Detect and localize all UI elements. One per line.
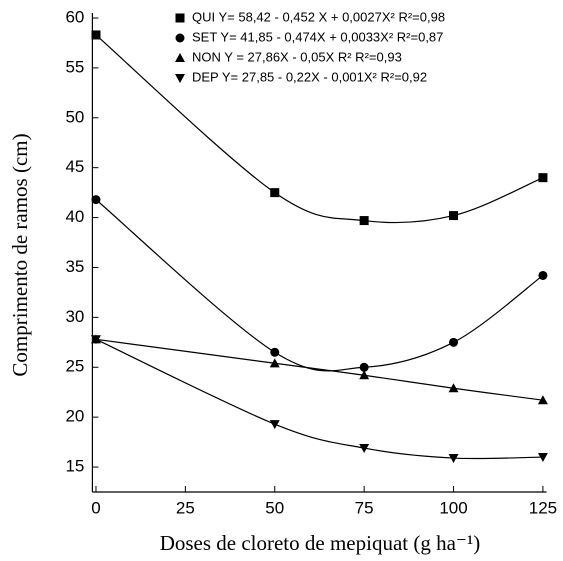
marker [270,347,280,357]
fit-curve [95,34,544,224]
y-tick-label: 50 [65,107,84,126]
legend-label: SET Y= 41,85 - 0,474X + 0,0033X² R²=0,87 [192,29,443,44]
x-tick-label: 75 [355,498,374,517]
marker [359,216,369,226]
marker [538,173,548,183]
fit-curve [95,338,543,460]
y-tick-label: 40 [65,207,84,226]
marker [359,444,370,454]
legend-label: NON Y = 27,86X - 0,05X R² R²=0,93 [192,49,402,64]
x-axis-label: Doses de cloreto de mepiquat (g ha⁻¹) [160,531,481,555]
x-tick-label: 100 [439,498,467,517]
marker [359,362,369,372]
x-tick-label: 50 [265,498,284,517]
fit-curve [95,338,544,401]
marker [270,188,280,198]
y-tick-label: 45 [65,157,84,176]
marker [537,453,548,463]
y-tick-label: 20 [65,407,84,426]
y-tick-label: 30 [65,307,84,326]
y-tick-label: 55 [65,57,84,76]
marker [175,33,185,43]
y-tick-label: 60 [65,7,84,26]
marker [537,395,548,405]
x-tick-label: 25 [176,498,195,517]
marker [449,211,459,221]
marker [448,383,459,393]
marker [175,53,185,63]
marker [449,337,459,347]
marker [448,454,459,464]
marker [91,195,101,205]
legend-label: QUI Y= 58,42 - 0,452 X + 0,0027X² R²=0,9… [192,9,445,24]
marker [359,370,370,380]
legend-label: DEP Y= 27,85 - 0,22X - 0,001X² R²=0,92 [192,69,427,84]
fit-curve [95,199,544,372]
x-tick-label: 0 [91,498,100,517]
marker [175,73,185,83]
marker [269,420,280,430]
marker [91,30,101,40]
marker [91,335,101,345]
marker [269,358,280,368]
x-tick-label: 125 [529,498,557,517]
y-axis-label: Comprimento de ramos (cm) [8,133,32,376]
y-tick-label: 15 [65,457,84,476]
y-tick-label: 25 [65,357,84,376]
y-tick-label: 35 [65,257,84,276]
marker [175,13,185,23]
marker [538,270,548,280]
